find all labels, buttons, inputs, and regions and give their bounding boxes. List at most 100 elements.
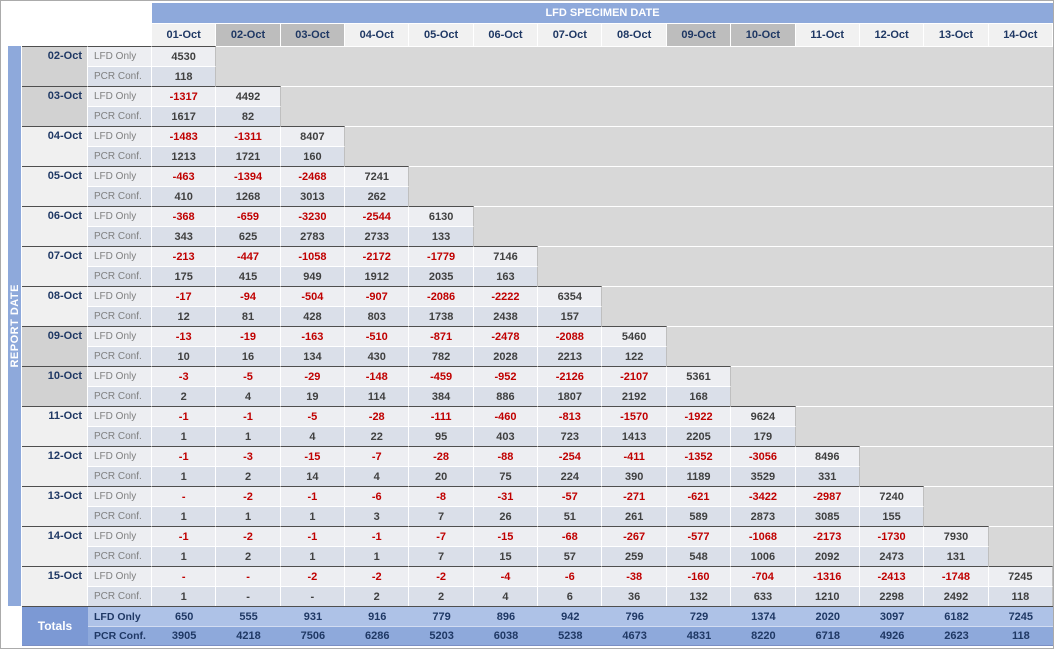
cell-03-Oct-13-Oct-empty[interactable]	[924, 86, 989, 106]
cell-14-Oct-01-Oct-lfd[interactable]: -1	[152, 526, 217, 546]
cell-15-Oct-03-Oct-lfd[interactable]: -2	[280, 566, 346, 586]
cell-13-Oct-07-Oct-pcr[interactable]: 51	[538, 506, 603, 526]
cell-08-Oct-14-Oct-empty[interactable]	[988, 306, 1053, 326]
cell-11-Oct-11-Oct-empty[interactable]	[795, 406, 860, 426]
cell-09-Oct-07-Oct-pcr[interactable]: 2213	[538, 346, 603, 366]
col-header-08-Oct[interactable]: 08-Oct	[602, 23, 667, 46]
cell-15-Oct-08-Oct-pcr[interactable]: 36	[602, 586, 667, 606]
cell-13-Oct-08-Oct-lfd[interactable]: -271	[602, 486, 667, 506]
cell-15-Oct-13-Oct-pcr[interactable]: 2492	[924, 586, 989, 606]
cell-10-Oct-08-Oct-pcr[interactable]: 2192	[602, 386, 667, 406]
cell-10-Oct-03-Oct-lfd[interactable]: -29	[280, 366, 346, 386]
cell-04-Oct-03-Oct-lfd[interactable]: 8407	[280, 126, 346, 146]
row-header-15-Oct[interactable]: 15-Oct	[22, 566, 88, 606]
cell-14-Oct-08-Oct-pcr[interactable]: 259	[602, 546, 667, 566]
cell-02-Oct-08-Oct-empty[interactable]	[602, 46, 667, 66]
cell-08-Oct-04-Oct-pcr[interactable]: 803	[345, 306, 410, 326]
cell-08-Oct-02-Oct-lfd[interactable]: -94	[216, 286, 281, 306]
cell-02-Oct-04-Oct-empty[interactable]	[345, 66, 410, 86]
cell-12-Oct-12-Oct-empty[interactable]	[859, 466, 925, 486]
cell-03-Oct-08-Oct-empty[interactable]	[602, 106, 667, 126]
cell-09-Oct-02-Oct-lfd[interactable]: -19	[216, 326, 281, 346]
total-pcr-08-Oct[interactable]: 4673	[602, 626, 667, 646]
cell-13-Oct-10-Oct-pcr[interactable]: 2873	[731, 506, 796, 526]
cell-12-Oct-11-Oct-pcr[interactable]: 331	[795, 466, 860, 486]
cell-10-Oct-05-Oct-pcr[interactable]: 384	[409, 386, 474, 406]
row-10-Oct-pcr-label[interactable]: PCR Conf.	[88, 386, 152, 406]
total-pcr-03-Oct[interactable]: 7506	[280, 626, 346, 646]
row-header-11-Oct[interactable]: 11-Oct	[22, 406, 88, 446]
cell-02-Oct-10-Oct-empty[interactable]	[731, 66, 796, 86]
cell-02-Oct-12-Oct-empty[interactable]	[859, 46, 925, 66]
row-13-Oct-lfd-label[interactable]: LFD Only	[88, 486, 152, 506]
col-header-05-Oct[interactable]: 05-Oct	[409, 23, 474, 46]
cell-14-Oct-05-Oct-lfd[interactable]: -7	[409, 526, 474, 546]
cell-08-Oct-06-Oct-pcr[interactable]: 2438	[473, 306, 539, 326]
cell-13-Oct-05-Oct-lfd[interactable]: -8	[409, 486, 474, 506]
cell-12-Oct-13-Oct-empty[interactable]	[924, 446, 989, 466]
cell-04-Oct-03-Oct-pcr[interactable]: 160	[280, 146, 346, 166]
row-13-Oct-pcr-label[interactable]: PCR Conf.	[88, 506, 152, 526]
cell-11-Oct-08-Oct-pcr[interactable]: 1413	[602, 426, 667, 446]
cell-04-Oct-14-Oct-empty[interactable]	[988, 146, 1053, 166]
row-header-07-Oct[interactable]: 07-Oct	[22, 246, 88, 286]
cell-09-Oct-04-Oct-lfd[interactable]: -510	[345, 326, 410, 346]
cell-10-Oct-01-Oct-pcr[interactable]: 2	[152, 386, 217, 406]
cell-07-Oct-07-Oct-empty[interactable]	[538, 246, 603, 266]
cell-14-Oct-10-Oct-pcr[interactable]: 1006	[731, 546, 796, 566]
cell-04-Oct-09-Oct-empty[interactable]	[666, 146, 732, 166]
cell-12-Oct-04-Oct-pcr[interactable]: 4	[345, 466, 410, 486]
cell-15-Oct-07-Oct-pcr[interactable]: 6	[538, 586, 603, 606]
cell-15-Oct-01-Oct-lfd[interactable]: -	[152, 566, 217, 586]
cell-07-Oct-04-Oct-pcr[interactable]: 1912	[345, 266, 410, 286]
cell-12-Oct-08-Oct-lfd[interactable]: -411	[602, 446, 667, 466]
cell-06-Oct-09-Oct-empty[interactable]	[666, 226, 732, 246]
cell-14-Oct-07-Oct-pcr[interactable]: 57	[538, 546, 603, 566]
totals-lfd-label[interactable]: LFD Only	[88, 606, 152, 626]
row-06-Oct-lfd-label[interactable]: LFD Only	[88, 206, 152, 226]
cell-10-Oct-04-Oct-pcr[interactable]: 114	[345, 386, 410, 406]
cell-04-Oct-11-Oct-empty[interactable]	[795, 126, 860, 146]
cell-05-Oct-14-Oct-empty[interactable]	[988, 166, 1053, 186]
cell-04-Oct-02-Oct-lfd[interactable]: -1311	[216, 126, 281, 146]
cell-10-Oct-03-Oct-pcr[interactable]: 19	[280, 386, 346, 406]
cell-12-Oct-02-Oct-pcr[interactable]: 2	[216, 466, 281, 486]
cell-05-Oct-10-Oct-empty[interactable]	[731, 186, 796, 206]
cell-09-Oct-14-Oct-empty[interactable]	[988, 326, 1053, 346]
cell-15-Oct-02-Oct-lfd[interactable]: -	[216, 566, 281, 586]
cell-12-Oct-09-Oct-lfd[interactable]: -1352	[666, 446, 732, 466]
cell-12-Oct-04-Oct-lfd[interactable]: -7	[345, 446, 410, 466]
cell-03-Oct-12-Oct-empty[interactable]	[859, 106, 925, 126]
cell-13-Oct-14-Oct-empty[interactable]	[988, 486, 1053, 506]
cell-14-Oct-14-Oct-empty[interactable]	[988, 526, 1053, 546]
cell-13-Oct-04-Oct-lfd[interactable]: -6	[345, 486, 410, 506]
cell-13-Oct-06-Oct-lfd[interactable]: -31	[473, 486, 539, 506]
cell-12-Oct-05-Oct-pcr[interactable]: 20	[409, 466, 474, 486]
cell-07-Oct-03-Oct-pcr[interactable]: 949	[280, 266, 346, 286]
cell-04-Oct-01-Oct-pcr[interactable]: 1213	[152, 146, 217, 166]
cell-15-Oct-11-Oct-pcr[interactable]: 1210	[795, 586, 860, 606]
cell-14-Oct-09-Oct-pcr[interactable]: 548	[666, 546, 732, 566]
cell-07-Oct-09-Oct-empty[interactable]	[666, 266, 732, 286]
cell-12-Oct-11-Oct-lfd[interactable]: 8496	[795, 446, 860, 466]
cell-10-Oct-01-Oct-lfd[interactable]: -3	[152, 366, 217, 386]
cell-07-Oct-02-Oct-pcr[interactable]: 415	[216, 266, 281, 286]
cell-15-Oct-06-Oct-pcr[interactable]: 4	[473, 586, 539, 606]
totals-pcr-label[interactable]: PCR Conf.	[88, 626, 152, 646]
cell-03-Oct-07-Oct-empty[interactable]	[538, 86, 603, 106]
cell-02-Oct-09-Oct-empty[interactable]	[666, 66, 732, 86]
cell-11-Oct-10-Oct-lfd[interactable]: 9624	[731, 406, 796, 426]
cell-11-Oct-01-Oct-lfd[interactable]: -1	[152, 406, 217, 426]
total-lfd-03-Oct[interactable]: 931	[280, 606, 346, 626]
cell-13-Oct-09-Oct-lfd[interactable]: -621	[666, 486, 732, 506]
row-11-Oct-pcr-label[interactable]: PCR Conf.	[88, 426, 152, 446]
cell-15-Oct-12-Oct-pcr[interactable]: 2298	[859, 586, 925, 606]
cell-04-Oct-13-Oct-empty[interactable]	[924, 146, 989, 166]
cell-06-Oct-10-Oct-empty[interactable]	[731, 226, 796, 246]
cell-11-Oct-13-Oct-empty[interactable]	[924, 406, 989, 426]
cell-15-Oct-02-Oct-pcr[interactable]: -	[216, 586, 281, 606]
col-header-11-Oct[interactable]: 11-Oct	[795, 23, 860, 46]
cell-06-Oct-14-Oct-empty[interactable]	[988, 226, 1053, 246]
cell-04-Oct-06-Oct-empty[interactable]	[473, 126, 539, 146]
cell-02-Oct-11-Oct-empty[interactable]	[795, 66, 860, 86]
